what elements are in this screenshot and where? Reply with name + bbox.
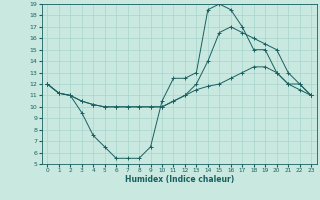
X-axis label: Humidex (Indice chaleur): Humidex (Indice chaleur): [124, 175, 234, 184]
